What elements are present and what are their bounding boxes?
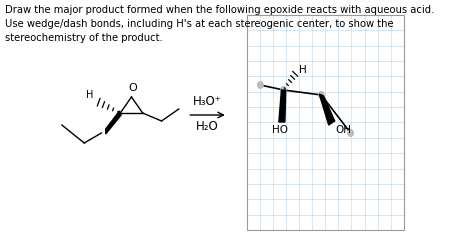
Circle shape (318, 91, 325, 99)
Circle shape (257, 81, 264, 89)
Bar (246, 15, 404, 230)
Polygon shape (106, 111, 121, 134)
Polygon shape (279, 90, 286, 122)
Circle shape (347, 129, 354, 137)
Text: O: O (128, 83, 137, 93)
Circle shape (280, 86, 287, 94)
Text: HO: HO (272, 125, 288, 135)
Polygon shape (319, 94, 335, 125)
Text: H: H (86, 90, 94, 100)
Text: Draw the major product formed when the following epoxide reacts with aqueous aci: Draw the major product formed when the f… (5, 5, 435, 43)
Text: H: H (299, 65, 307, 75)
Text: H₂O: H₂O (196, 120, 219, 133)
Text: H₃O⁺: H₃O⁺ (193, 95, 222, 108)
Text: OH: OH (335, 125, 351, 135)
